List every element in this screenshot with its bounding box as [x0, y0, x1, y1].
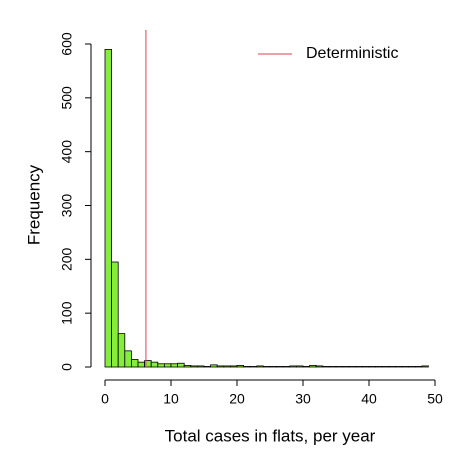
- bar: [111, 261, 119, 368]
- bar: [309, 364, 317, 368]
- bar: [302, 366, 310, 368]
- x-tick-label: 50: [427, 391, 443, 407]
- bar: [203, 366, 211, 368]
- x-tick-label: 10: [163, 391, 179, 407]
- bar: [421, 365, 429, 368]
- bar: [269, 366, 277, 368]
- bar: [183, 364, 192, 368]
- bar: [322, 366, 330, 368]
- bar: [388, 366, 396, 368]
- bar: [196, 365, 205, 368]
- bar: [315, 365, 324, 368]
- x-tick-label: 20: [229, 391, 245, 407]
- bar: [170, 363, 178, 368]
- bar: [295, 365, 304, 368]
- bar: [124, 350, 132, 368]
- bar: [282, 366, 291, 368]
- bar: [276, 366, 284, 368]
- bar: [414, 366, 423, 368]
- bar: [216, 365, 225, 368]
- bar: [401, 366, 409, 368]
- bar: [223, 365, 231, 368]
- x-tick-label: 0: [101, 391, 109, 407]
- bar: [236, 364, 244, 368]
- bar: [117, 333, 126, 368]
- x-tick-label: 40: [361, 391, 377, 407]
- bar: [249, 366, 258, 368]
- bar: [137, 361, 145, 368]
- y-tick-label: 500: [59, 86, 75, 110]
- bar: [262, 366, 271, 368]
- y-tick-label: 0: [59, 363, 75, 371]
- y-tick-label: 200: [59, 247, 75, 271]
- bar: [394, 366, 403, 368]
- bar: [361, 366, 370, 368]
- y-tick-label: 600: [59, 32, 75, 56]
- bar: [210, 364, 218, 368]
- y-tick-label: 400: [59, 140, 75, 164]
- bar: [342, 366, 350, 368]
- bar: [243, 366, 251, 368]
- x-tick-label: 30: [295, 391, 311, 407]
- bar: [157, 363, 165, 368]
- bar: [163, 363, 172, 368]
- bar: [130, 359, 139, 368]
- y-tick-label: 300: [59, 194, 75, 218]
- bar: [408, 366, 416, 368]
- bar: [375, 366, 383, 368]
- bar: [177, 362, 185, 368]
- x-axis-label: Total cases in flats, per year: [165, 426, 376, 445]
- bar: [289, 365, 297, 368]
- bar: [368, 366, 376, 368]
- bar: [335, 366, 343, 368]
- legend-label: Deterministic: [306, 45, 398, 62]
- bar: [355, 366, 363, 368]
- bar: [381, 366, 390, 368]
- bar: [328, 366, 337, 368]
- bar: [229, 365, 238, 368]
- bar: [190, 365, 198, 368]
- y-axis-label: Frequency: [24, 164, 43, 245]
- bar: [256, 365, 264, 368]
- bar: [150, 361, 159, 368]
- y-tick-label: 100: [59, 301, 75, 325]
- bar: [348, 366, 357, 368]
- bar: [104, 48, 112, 368]
